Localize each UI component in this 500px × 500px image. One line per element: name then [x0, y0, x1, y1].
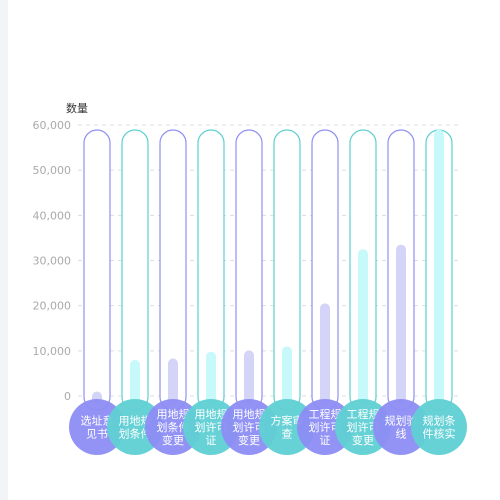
- category-label: 变更: [352, 433, 374, 447]
- category-label: 用地规: [195, 407, 228, 421]
- y-tick-label: 60,000: [33, 119, 72, 132]
- category-label: 线: [396, 427, 407, 441]
- data-bar: [358, 249, 368, 404]
- category-label: 划条件: [157, 420, 190, 434]
- y-axis-label: 数量: [66, 102, 88, 115]
- y-tick-label: 50,000: [33, 164, 72, 177]
- data-bar: [244, 350, 254, 404]
- data-bar: [168, 358, 178, 404]
- data-bar: [396, 244, 406, 404]
- data-bar: [206, 351, 216, 404]
- y-tick-label: 0: [64, 390, 71, 403]
- bar-background-capsule: [83, 129, 111, 411]
- category-label: 选址意: [81, 414, 114, 428]
- y-tick-label: 30,000: [33, 255, 72, 268]
- left-edge-strip: [0, 0, 8, 500]
- category-label: 工程规: [347, 407, 380, 421]
- data-bar: [320, 303, 330, 404]
- y-tick-label: 40,000: [33, 209, 72, 222]
- y-tick-label: 10,000: [33, 345, 72, 358]
- category-label: 划条件: [119, 427, 152, 441]
- category-label: 变更: [238, 433, 260, 447]
- category-label: 划许可: [309, 421, 342, 434]
- y-tick-label: 20,000: [33, 300, 72, 313]
- category-label: 变更: [162, 433, 184, 447]
- category-label: 件核实: [423, 427, 456, 441]
- category-bubble-circle: [411, 399, 467, 455]
- category-label: 划许可: [233, 421, 266, 434]
- category-label: 用地规: [119, 414, 152, 428]
- data-bar: [130, 359, 140, 404]
- category-label: 证: [206, 434, 217, 447]
- category-label: 用地规: [157, 407, 190, 421]
- category-label: 划许可: [195, 421, 228, 434]
- data-bar: [282, 346, 292, 404]
- category-label: 见书: [86, 428, 108, 441]
- category-label: 工程规: [309, 407, 342, 421]
- data-bar: [434, 129, 444, 404]
- category-label: 查: [282, 427, 293, 441]
- category-label: 方案审: [271, 414, 304, 428]
- category-label: 用地规: [233, 407, 266, 421]
- category-label: 规划验: [385, 414, 418, 428]
- category-label: 划许可: [347, 421, 380, 434]
- category-label: 证: [320, 434, 331, 447]
- category-label: 规划条: [423, 414, 456, 428]
